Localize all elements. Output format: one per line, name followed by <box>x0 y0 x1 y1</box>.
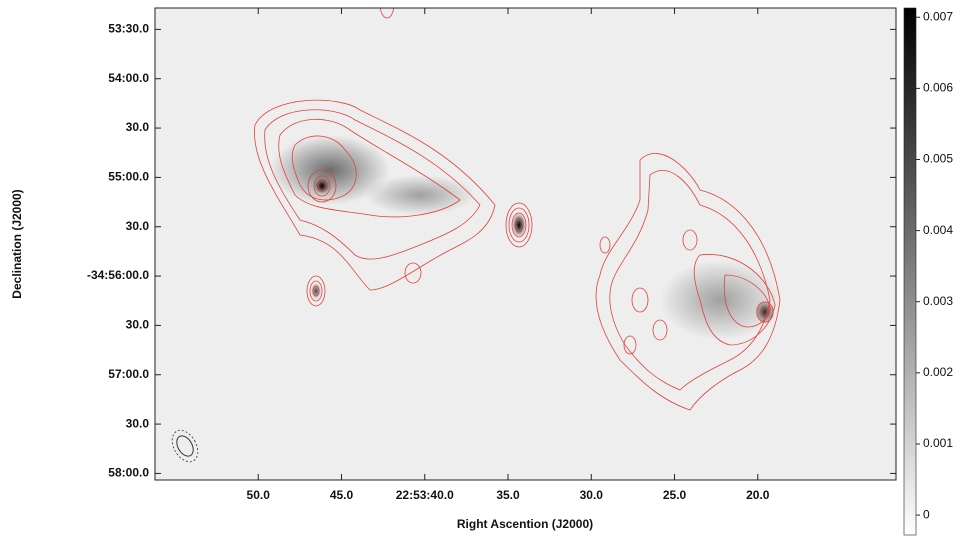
colorbar-tick-label: 0.005 <box>923 152 953 166</box>
x-tick-label: 50.0 <box>247 488 271 502</box>
x-tick-label: 20.0 <box>746 488 770 502</box>
x-tick-label: 30.0 <box>580 488 604 502</box>
y-tick-label: 57:00.0 <box>108 367 149 381</box>
plot-frame <box>154 7 897 481</box>
y-tick-label: 30.0 <box>126 120 150 134</box>
y-tick-label: -34:56:00.0 <box>87 268 149 282</box>
y-tick-label: 58:00.0 <box>108 466 149 480</box>
y-axis-label: Declination (J2000) <box>10 189 24 298</box>
y-tick-label: 53:30.0 <box>108 22 149 36</box>
x-tick-label: 45.0 <box>330 488 354 502</box>
x-tick-label: 25.0 <box>663 488 687 502</box>
x-tick-label: 22:53:40.0 <box>396 488 454 502</box>
x-tick-label: 35.0 <box>496 488 520 502</box>
colorbar <box>903 7 917 536</box>
colorbar-tick-label: 0.006 <box>923 81 953 95</box>
colorbar-tick-label: 0.002 <box>923 365 953 379</box>
colorbar-tick-label: 0.003 <box>923 294 953 308</box>
x-axis-label: Right Ascention (J2000) <box>457 517 593 531</box>
colorbar-tick-label: 0.001 <box>923 436 953 450</box>
y-tick-label: 30.0 <box>126 416 150 430</box>
colorbar-tick-label: 0.004 <box>923 223 953 237</box>
y-tick-label: 30.0 <box>126 219 150 233</box>
colorbar-tick-label: 0.007 <box>923 9 953 23</box>
y-tick-label: 54:00.0 <box>108 71 149 85</box>
image <box>171 8 781 463</box>
colorbar-tick-label: 0 <box>923 507 930 521</box>
y-tick-label: 55:00.0 <box>108 170 149 184</box>
y-tick-label: 30.0 <box>126 318 150 332</box>
